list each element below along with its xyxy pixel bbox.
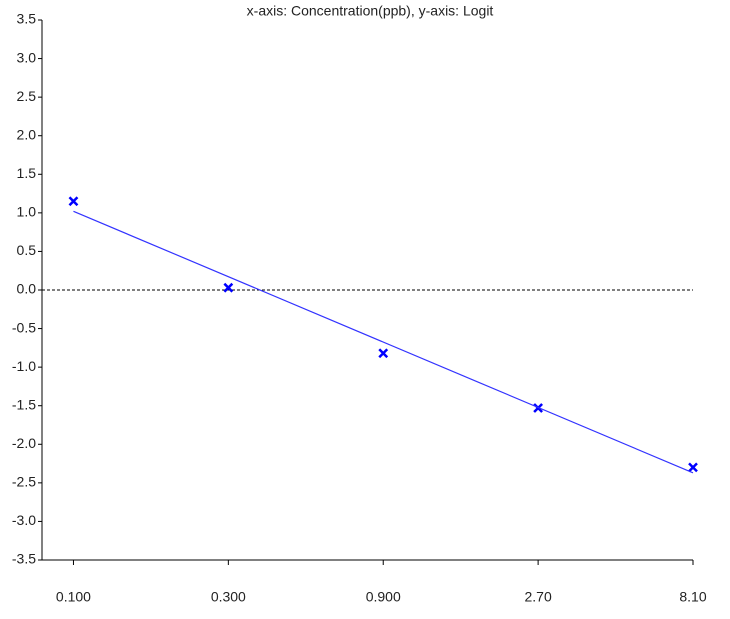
y-tick-label: -1.5 xyxy=(12,396,36,412)
point-stroke xyxy=(68,196,79,207)
y-tick-label: 0.0 xyxy=(17,281,37,297)
x-tick-label: 8.10 xyxy=(679,589,706,605)
y-tick-label: 1.0 xyxy=(17,204,37,220)
fit-line xyxy=(73,210,694,474)
y-tick-label: 2.5 xyxy=(17,88,37,104)
y-tick-label: -3.5 xyxy=(12,551,36,567)
y-tick-label: 3.0 xyxy=(17,49,37,65)
point-stroke xyxy=(223,282,234,293)
y-tick-label: 3.5 xyxy=(17,11,37,27)
y-tick-label: -1.0 xyxy=(12,358,36,374)
x-tick-label: 2.70 xyxy=(524,589,551,605)
y-tick-label: 0.5 xyxy=(17,242,37,258)
point-stroke xyxy=(378,348,389,359)
point xyxy=(223,282,234,293)
y-tick-label: -2.5 xyxy=(12,474,36,490)
y-tick-label: -2.0 xyxy=(12,435,36,451)
point xyxy=(378,348,389,359)
point xyxy=(688,462,698,473)
x-tick-label: 0.300 xyxy=(211,589,246,605)
chart-title: x-axis: Concentration(ppb), y-axis: Logi… xyxy=(247,3,494,19)
y-tick-label: -0.5 xyxy=(12,319,36,335)
y-tick-label: 1.5 xyxy=(17,165,37,181)
point xyxy=(68,196,79,207)
y-tick-label: -3.0 xyxy=(12,512,36,528)
point-stroke xyxy=(688,462,698,473)
y-tick-label: 2.0 xyxy=(17,126,37,142)
x-tick-label: 0.900 xyxy=(366,589,401,605)
x-tick-label: 0.100 xyxy=(56,589,91,605)
